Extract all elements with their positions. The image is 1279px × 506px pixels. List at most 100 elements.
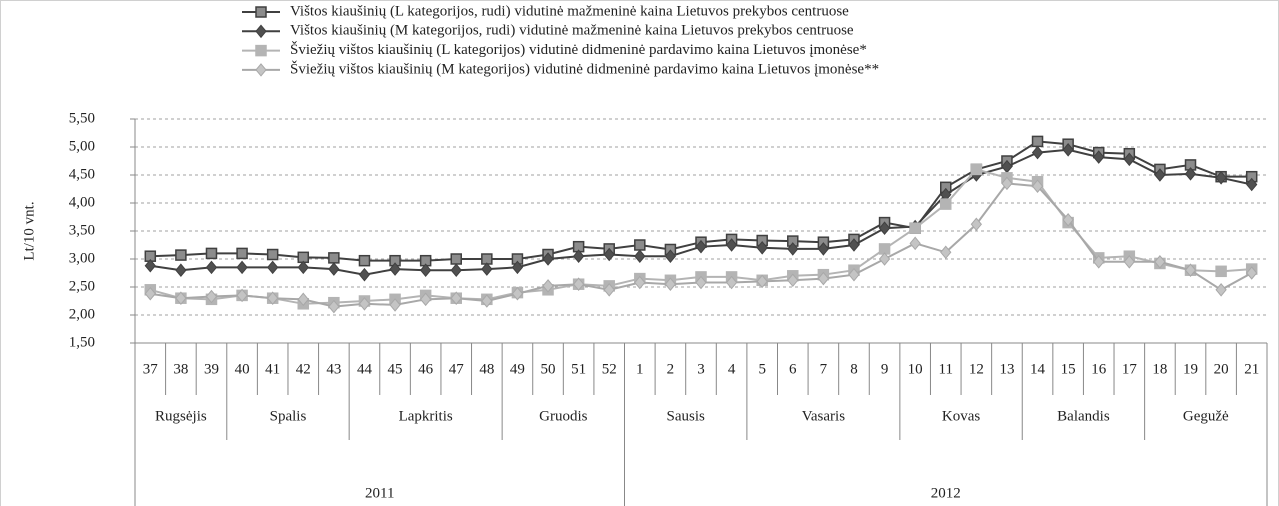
data-point [267,291,279,305]
x-tick-label: 1 [636,361,644,377]
data-point [970,163,983,176]
month-label: Rugsėjis [155,408,207,424]
data-point [481,294,493,308]
y-tick-label: 4,50 [69,166,95,182]
data-point [328,299,340,314]
data-point [542,279,554,293]
data-point [144,286,156,301]
data-point [970,217,983,232]
data-point [1031,135,1044,148]
x-tick-label: 17 [1122,361,1138,377]
data-point [1215,283,1227,297]
x-tick-label: 21 [1244,361,1259,377]
data-point [542,252,554,266]
data-point [725,275,738,290]
x-tick-label: 49 [510,361,525,377]
year-label: 2012 [931,485,961,501]
x-tick-label: 43 [326,361,341,377]
month-label: Balandis [1057,408,1110,424]
x-tick-label: 47 [449,361,465,377]
data-point [511,286,524,301]
x-tick-label: 13 [999,361,1014,377]
data-point [756,274,768,289]
x-tick-label: 5 [758,361,766,377]
data-point [603,247,615,262]
data-point [205,247,218,260]
x-tick-label: 46 [418,361,434,377]
data-point [1093,255,1105,269]
data-point [940,245,952,260]
data-point [419,263,432,277]
data-point [1031,145,1044,160]
data-point [205,289,218,304]
data-point [481,262,493,276]
data-point [389,262,401,276]
legend-marker [255,63,267,77]
y-tick-label: 2,00 [69,306,95,322]
data-point [1062,143,1074,157]
month-label: Kovas [942,408,980,424]
data-point [634,275,646,290]
x-tick-label: 38 [173,361,188,377]
data-point [175,263,187,277]
data-point [1154,168,1166,182]
data-point [1123,152,1135,167]
data-point [1184,167,1197,181]
month-label: Vasaris [802,408,845,424]
data-point [419,292,432,307]
legend-marker [255,44,267,57]
data-point [358,297,371,311]
data-point [695,275,707,290]
data-point [817,271,830,286]
data-point [1123,255,1135,269]
data-point [297,292,309,307]
data-point [358,254,371,267]
y-tick-label: 5,00 [69,138,95,154]
data-point [236,247,248,260]
x-tick-label: 12 [969,361,984,377]
x-tick-label: 8 [850,361,858,377]
data-point [450,263,462,277]
data-point [1184,263,1197,277]
data-point [1062,213,1074,227]
x-tick-label: 14 [1030,361,1046,377]
data-point [205,260,218,275]
data-point [1031,179,1044,193]
x-tick-label: 15 [1061,361,1076,377]
data-point [1093,150,1105,164]
x-tick-label: 51 [571,361,586,377]
x-tick-label: 19 [1183,361,1198,377]
legend-label: Vištos kiaušinių (L kategorijos, rudi) v… [290,3,849,19]
data-point [1246,266,1258,280]
legend-label: Vištos kiaušinių (M kategorijos, rudi) v… [290,23,854,39]
legend-marker [255,24,267,39]
x-tick-label: 6 [789,361,797,377]
data-point [328,262,340,276]
data-point [787,242,799,256]
y-tick-label: 4,00 [69,194,95,210]
data-point [909,236,921,251]
legend-label: Šviežių vištos kiaušinių (M kategorijos)… [290,60,879,77]
data-point [389,298,401,312]
data-point [572,277,585,291]
legend-marker [255,6,267,18]
data-point [511,260,524,275]
data-point [144,258,156,273]
x-tick-label: 3 [697,361,705,377]
data-point [756,241,768,255]
data-point [1154,255,1166,269]
data-point [358,267,371,282]
data-point [725,238,738,252]
data-point [266,248,279,261]
x-tick-label: 50 [541,361,556,377]
x-tick-label: 2 [667,361,675,377]
data-point [848,238,860,252]
data-point [664,277,677,291]
data-point [878,252,891,266]
y-tick-label: 5,50 [69,110,95,126]
x-tick-label: 40 [235,361,250,377]
month-label: Spalis [270,408,307,424]
y-tick-label: 3,00 [69,250,95,266]
x-tick-label: 11 [939,361,953,377]
